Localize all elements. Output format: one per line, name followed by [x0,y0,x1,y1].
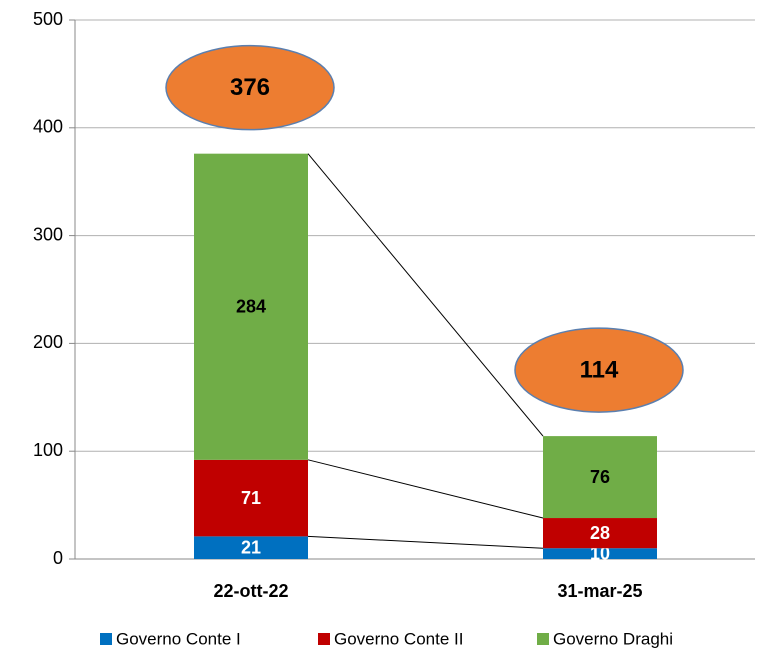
connector-line [307,153,544,437]
y-tick-label: 400 [33,117,63,137]
x-tick-label: 22-ott-22 [213,581,288,601]
total-bubble [165,44,335,131]
legend-swatch [100,633,112,645]
total-bubble [514,327,684,413]
bar-segment [194,536,308,559]
bar-segment [194,153,308,460]
y-tick-label: 300 [33,224,63,244]
data-label: 76 [590,467,610,487]
bar-segment [543,548,657,559]
legend-swatch [318,633,330,645]
bar-segment [194,459,308,537]
legend-label: Governo Conte I [116,629,241,648]
y-tick-label: 200 [33,332,63,352]
y-tick-label: 100 [33,440,63,460]
y-tick-label: 0 [53,548,63,568]
legend-label: Governo Draghi [553,629,673,648]
legend-label: Governo Conte II [334,629,463,648]
total-label: 376 [230,74,270,101]
data-label: 71 [241,488,261,508]
data-label: 284 [236,296,266,316]
connector-line [307,535,544,549]
data-label: 28 [590,523,610,543]
y-tick-label: 500 [33,9,63,29]
x-tick-label: 31-mar-25 [557,581,642,601]
data-label: 21 [241,537,261,557]
legend-swatch [537,633,549,645]
total-label: 114 [580,356,619,383]
data-label: 10 [590,543,610,563]
bar-segment [543,518,657,549]
bar-segment [543,436,657,519]
connector-line [307,459,544,519]
